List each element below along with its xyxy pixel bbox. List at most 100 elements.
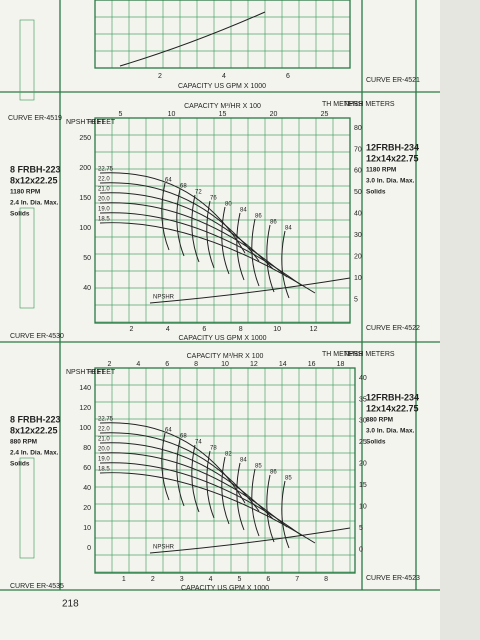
curve-label: CURVE ER-4521 bbox=[366, 77, 420, 84]
npshr-curve bbox=[149, 277, 351, 304]
bottom-tick-label: 7 bbox=[295, 576, 299, 583]
bottom-tick-label: 8 bbox=[324, 576, 328, 583]
axis-head: TH FEET bbox=[86, 119, 116, 126]
head-curve bbox=[99, 442, 274, 520]
diameter-label: 21.0 bbox=[98, 187, 110, 193]
top-tick-label: 10 bbox=[221, 361, 229, 368]
top-tick-label: 14 bbox=[279, 361, 287, 368]
efficiency-label: 86 bbox=[270, 220, 277, 226]
efficiency-label: 78 bbox=[210, 446, 217, 452]
paper bbox=[0, 0, 440, 640]
right-tick-label: 25 bbox=[359, 439, 367, 446]
efficiency-label: 84 bbox=[285, 226, 292, 232]
efficiency-label: 82 bbox=[225, 452, 232, 458]
model-info: 8 FRBH-223 bbox=[10, 414, 61, 424]
right-tick-label: 15 bbox=[359, 482, 367, 489]
right-tick-label: 10 bbox=[354, 275, 362, 282]
efficiency-curve bbox=[191, 444, 200, 513]
efficiency-curve bbox=[206, 450, 215, 519]
axis-head: TH METERS bbox=[322, 101, 363, 108]
axis-label: CAPACITY US GPM X 1000 bbox=[178, 83, 266, 90]
diameter-label: 22.75 bbox=[98, 417, 114, 423]
left-axis bbox=[19, 457, 35, 559]
model-info: Solids bbox=[10, 461, 30, 468]
right-tick-label: 5 bbox=[354, 296, 358, 303]
diameter-label: 22.75 bbox=[98, 167, 114, 173]
curve-label: CURVE ER-4523 bbox=[366, 575, 420, 582]
model-info: 8x12x22.25 bbox=[10, 175, 58, 185]
bottom-tick-label: 6 bbox=[202, 326, 206, 333]
axis-label: CAPACITY US GPM X 1000 bbox=[178, 335, 266, 342]
model-info: 8x12x22.25 bbox=[10, 425, 58, 435]
efficiency-curve bbox=[176, 188, 185, 257]
head-curve bbox=[99, 222, 316, 294]
npshr-label: NPSHR bbox=[153, 545, 175, 551]
model-info: 1180 RPM bbox=[10, 189, 40, 196]
curve bbox=[119, 11, 266, 67]
efficiency-curve bbox=[191, 194, 200, 263]
efficiency-label: 80 bbox=[225, 202, 232, 208]
diameter-label: 22.0 bbox=[98, 427, 110, 433]
efficiency-curve bbox=[281, 230, 290, 299]
x-tick-label: 2 bbox=[158, 73, 162, 80]
model-info: 12FRBH-234 bbox=[366, 392, 419, 402]
curve-label: CURVE ER-4522 bbox=[366, 325, 420, 332]
model-info: 880 RPM bbox=[366, 417, 393, 424]
bottom-tick-label: 4 bbox=[209, 576, 213, 583]
efficiency-label: 84 bbox=[240, 208, 247, 214]
left-tick-label: 100 bbox=[79, 225, 91, 232]
page-number: 218 bbox=[62, 599, 79, 610]
axis-label: CAPACITY US GPM X 1000 bbox=[181, 585, 269, 592]
efficiency-label: 68 bbox=[180, 184, 187, 190]
axis-label: CAPACITY M³/HR X 100 bbox=[184, 103, 261, 110]
efficiency-curve bbox=[221, 456, 230, 525]
right-tick-label: 0 bbox=[359, 546, 363, 553]
diameter-label: 20.0 bbox=[98, 197, 110, 203]
efficiency-curve bbox=[176, 438, 185, 507]
head-curve bbox=[99, 452, 288, 528]
bottom-tick-label: 4 bbox=[166, 326, 170, 333]
axis-head: NPSH METERS bbox=[344, 351, 395, 358]
model-info: 12x14x22.75 bbox=[366, 153, 419, 163]
axis-head: NPSH FEET bbox=[66, 369, 106, 376]
top-tick-label: 15 bbox=[219, 111, 227, 118]
left-tick-label: 250 bbox=[79, 135, 91, 142]
left-tick-label: 200 bbox=[79, 165, 91, 172]
efficiency-curve bbox=[266, 474, 275, 543]
bottom-tick-label: 2 bbox=[151, 576, 155, 583]
right-tick-label: 30 bbox=[354, 232, 362, 239]
bottom-tick-label: 6 bbox=[266, 576, 270, 583]
bottom-tick-label: 8 bbox=[239, 326, 243, 333]
left-tick-label: 60 bbox=[83, 465, 91, 472]
efficiency-label: 72 bbox=[195, 190, 202, 196]
axis-head: TH METERS bbox=[322, 351, 363, 358]
right-tick-label: 40 bbox=[354, 211, 362, 218]
head-curve bbox=[99, 202, 288, 278]
curve-label: CURVE ER-4535 bbox=[10, 583, 64, 590]
left-tick-label: 10 bbox=[83, 525, 91, 532]
head-curve bbox=[99, 192, 274, 270]
diameter-label: 18.5 bbox=[98, 217, 110, 223]
head-curve bbox=[99, 182, 260, 262]
right-tick-label: 35 bbox=[359, 396, 367, 403]
efficiency-curve bbox=[281, 480, 290, 549]
axis-label: CAPACITY M³/HR X 100 bbox=[187, 353, 264, 360]
left-tick-label: 120 bbox=[79, 405, 91, 412]
top-tick-label: 10 bbox=[168, 111, 176, 118]
head-curve bbox=[99, 422, 246, 504]
right-tick-label: 30 bbox=[359, 418, 367, 425]
right-tick-label: 40 bbox=[359, 375, 367, 382]
efficiency-curve bbox=[251, 468, 260, 537]
x-tick-label: 4 bbox=[222, 73, 226, 80]
top-tick-label: 12 bbox=[250, 361, 258, 368]
top-tick-label: 5 bbox=[119, 111, 123, 118]
head-curve bbox=[99, 432, 260, 512]
efficiency-label: 84 bbox=[240, 458, 247, 464]
axis-head: NPSH FEET bbox=[66, 119, 106, 126]
diameter-label: 20.0 bbox=[98, 447, 110, 453]
efficiency-curve bbox=[161, 432, 170, 501]
axis-head: NPSH METERS bbox=[344, 101, 395, 108]
efficiency-curve bbox=[251, 218, 260, 287]
next-page bbox=[440, 0, 480, 640]
